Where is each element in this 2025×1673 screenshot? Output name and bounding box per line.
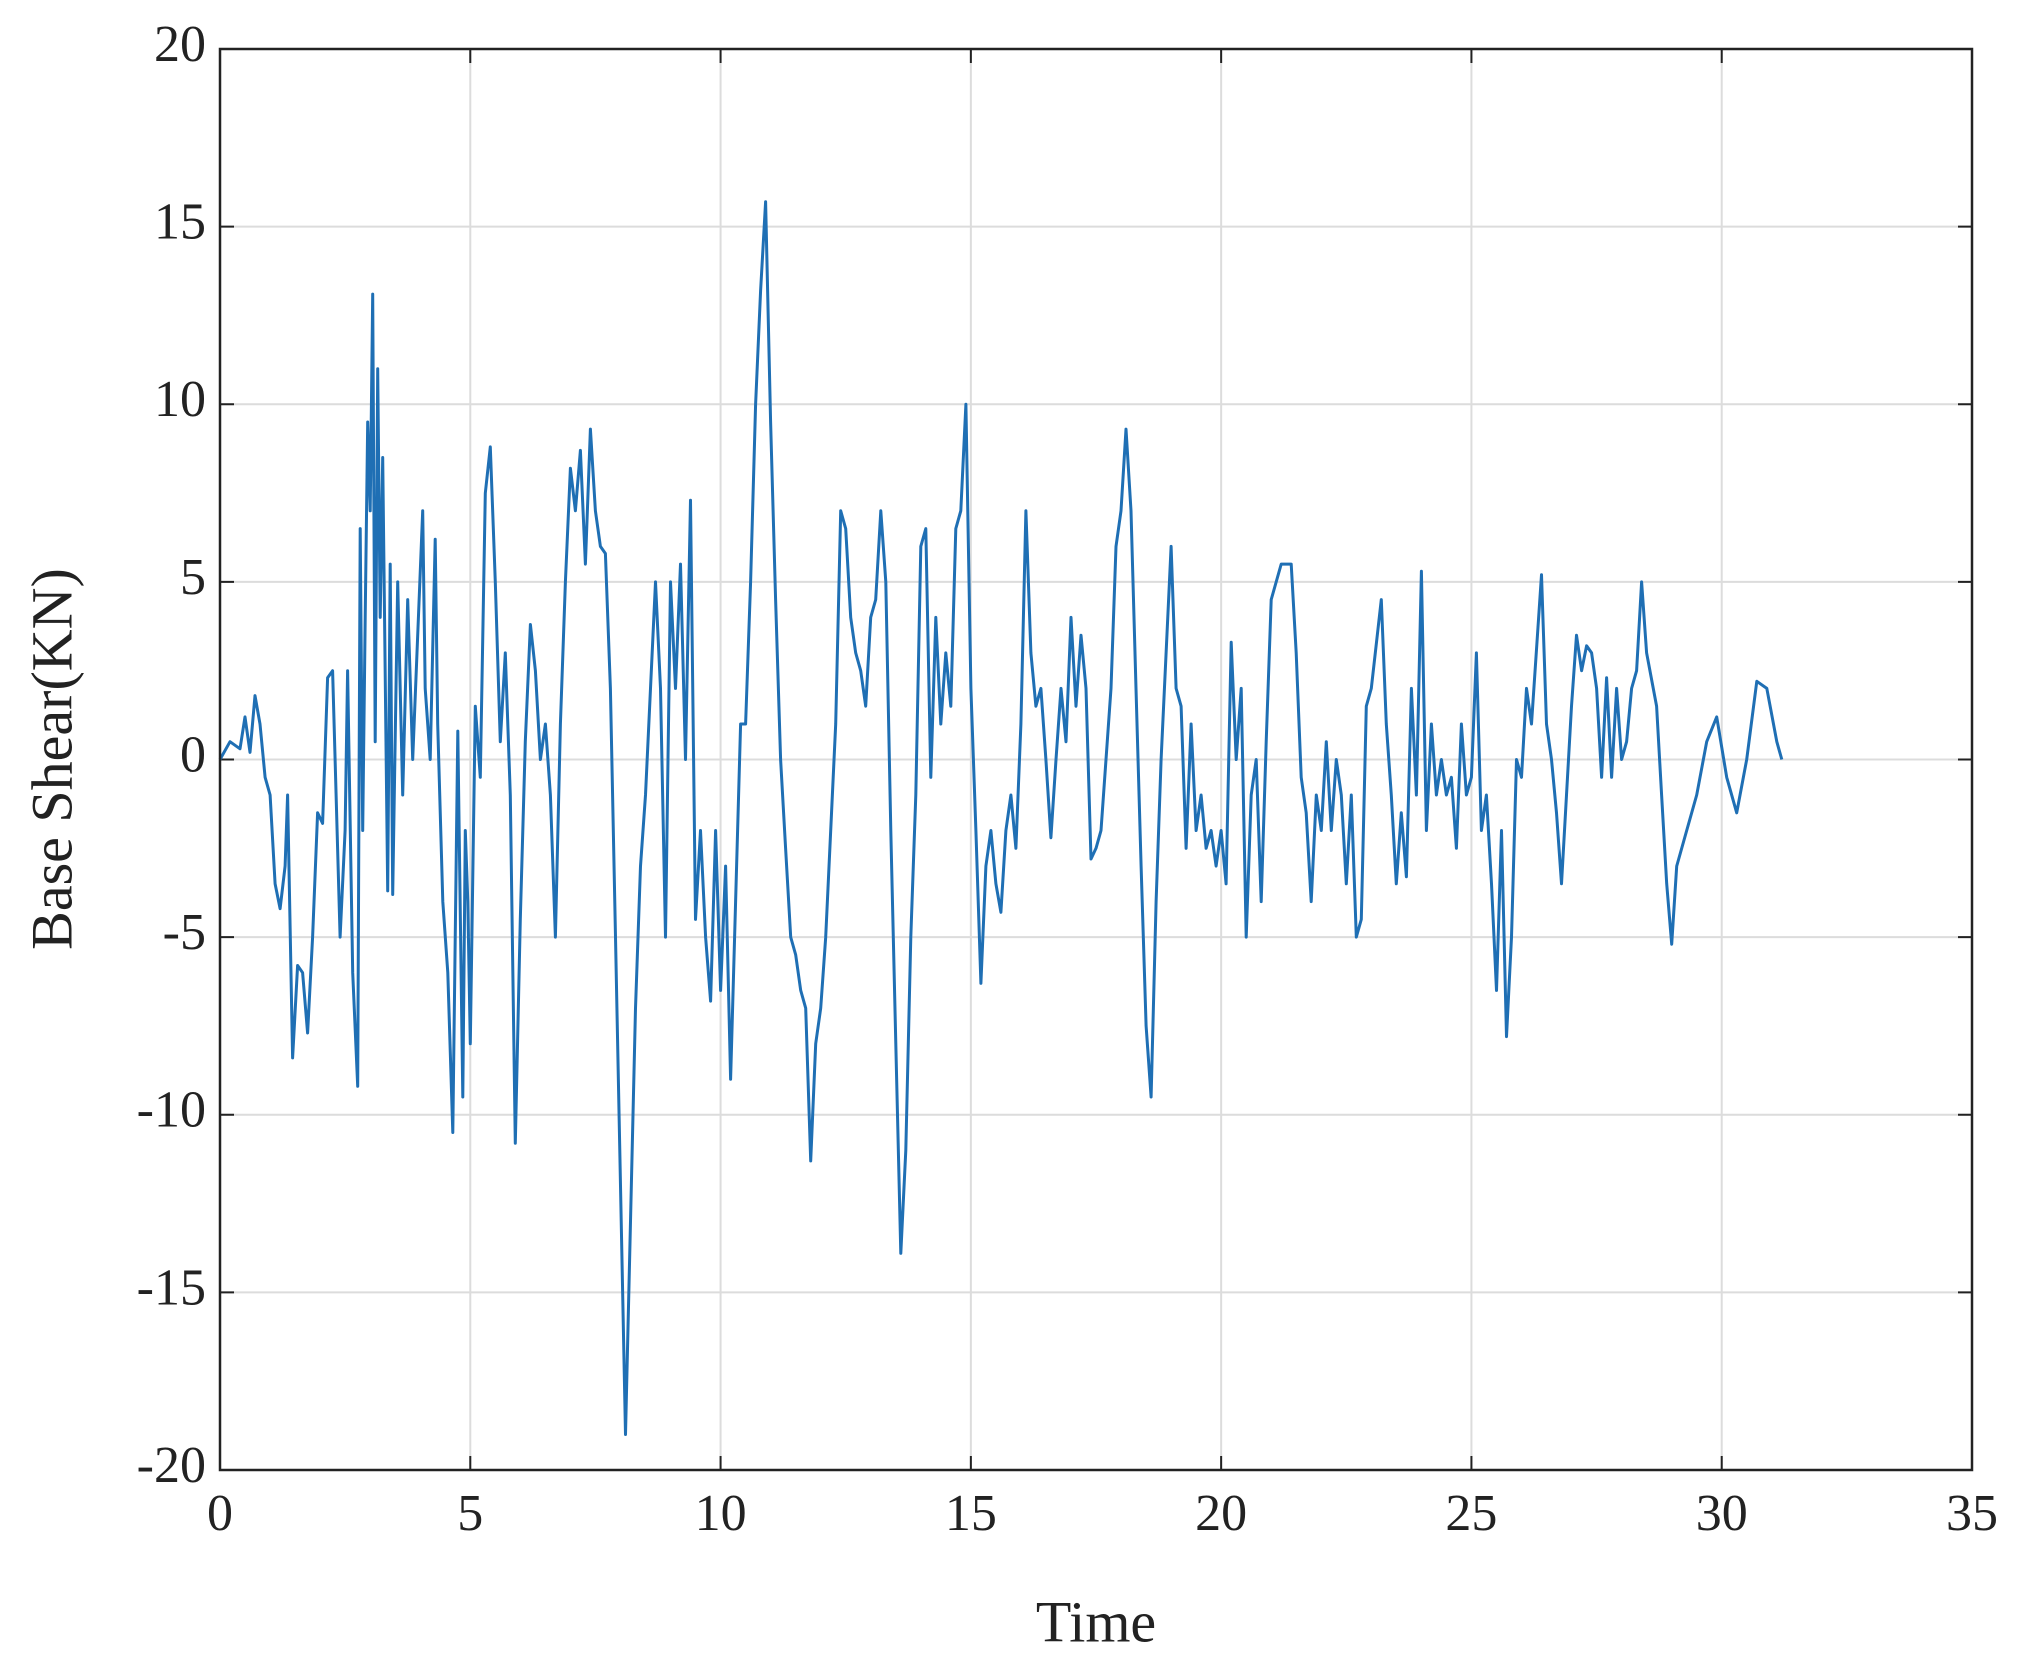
y-tick-label: 5 [180,549,206,606]
y-tick-label: -20 [137,1437,206,1494]
x-tick-label: 5 [457,1485,483,1542]
y-tick-label: 15 [154,194,206,251]
y-tick-label: 0 [180,726,206,783]
x-tick-label: 30 [1696,1485,1748,1542]
data-line [218,200,1784,1436]
x-tick-label: 15 [945,1485,997,1542]
x-tick-label: 10 [695,1485,747,1542]
x-tick-label: 20 [1195,1485,1247,1542]
x-tick-label: 35 [1946,1485,1998,1542]
plot-frame [218,47,1974,1472]
y-tick-label: 20 [154,16,206,73]
x-tick-label: 25 [1445,1485,1497,1542]
x-axis-label: Time [1036,1589,1156,1654]
y-tick-label: 10 [154,371,206,428]
y-tick-label: -5 [163,904,206,961]
x-tick-label: 0 [207,1485,233,1542]
y-tick-label: -10 [137,1082,206,1139]
y-axis-label: Base Shear(KN) [19,568,84,950]
y-tick-label: -15 [137,1259,206,1316]
